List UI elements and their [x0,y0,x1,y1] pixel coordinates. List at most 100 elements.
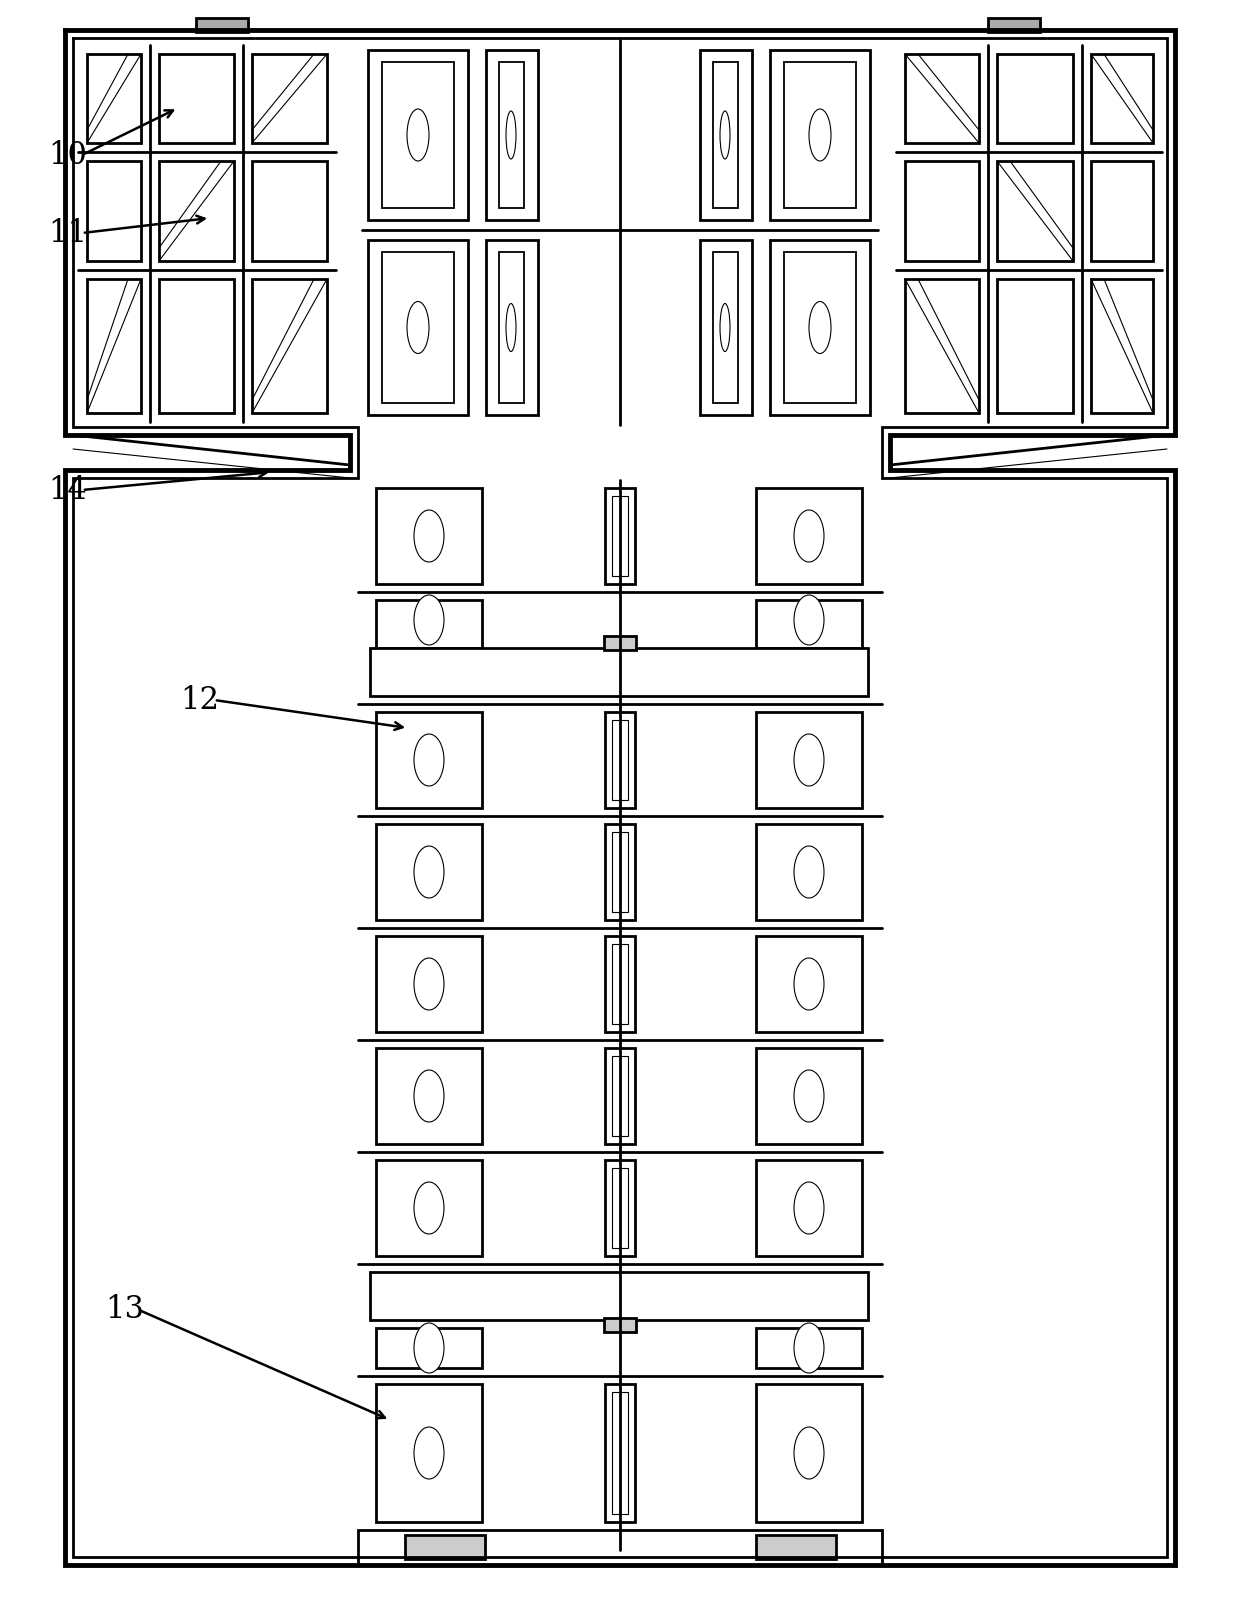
Bar [997,278,1073,413]
Bar [713,253,738,403]
Ellipse shape [506,112,516,159]
Bar [1091,53,1153,142]
Bar [756,1535,836,1559]
Bar [486,240,538,414]
Ellipse shape [414,733,444,785]
Bar [87,160,141,261]
Bar [196,18,248,32]
Bar [376,824,482,920]
Ellipse shape [414,958,444,1010]
Bar [756,1047,862,1145]
Text: 10: 10 [48,139,88,170]
Bar [368,240,467,414]
Ellipse shape [414,1182,444,1234]
Ellipse shape [808,108,831,160]
Bar [370,1273,868,1319]
Bar [376,601,482,648]
Bar [905,278,980,413]
Ellipse shape [794,733,825,785]
Bar [368,50,467,220]
Ellipse shape [794,1323,825,1373]
Bar [605,487,635,584]
Bar [756,601,862,648]
Bar [713,62,738,207]
Ellipse shape [506,303,516,351]
Ellipse shape [794,1182,825,1234]
Bar [376,712,482,808]
Ellipse shape [794,1426,825,1480]
Bar [905,160,980,261]
Bar [756,487,862,584]
Ellipse shape [407,108,429,160]
Bar [613,1056,627,1137]
Ellipse shape [414,510,444,562]
Bar [756,824,862,920]
Bar [770,50,870,220]
Bar [376,487,482,584]
Bar [358,1530,882,1566]
Bar [784,62,856,207]
Text: 14: 14 [48,474,87,505]
Ellipse shape [794,510,825,562]
Bar [252,160,327,261]
Bar [382,62,454,207]
Bar [613,720,627,800]
Bar [613,944,627,1023]
Ellipse shape [407,301,429,353]
Bar [756,936,862,1031]
Bar [756,1328,862,1368]
Bar [784,253,856,403]
Bar [252,53,327,142]
Ellipse shape [414,847,444,899]
Bar [604,636,636,649]
Bar [756,712,862,808]
Ellipse shape [794,847,825,899]
Bar [486,50,538,220]
Bar [770,240,870,414]
Bar [756,1384,862,1522]
Ellipse shape [720,112,730,159]
Bar [376,1384,482,1522]
Bar [605,824,635,920]
Bar [405,1535,485,1559]
Bar [498,62,525,207]
Ellipse shape [414,596,444,644]
Bar [1091,160,1153,261]
Text: 12: 12 [181,685,219,716]
Bar [376,1159,482,1256]
Text: 13: 13 [105,1295,145,1326]
Bar [613,495,627,576]
Bar [701,240,751,414]
Bar [87,53,141,142]
Bar [605,712,635,808]
Bar [701,50,751,220]
Bar [87,278,141,413]
Bar [376,936,482,1031]
Bar [498,253,525,403]
Ellipse shape [414,1323,444,1373]
Bar [370,648,868,696]
Bar [159,53,234,142]
Bar [605,1384,635,1522]
Bar [382,253,454,403]
Bar [988,18,1040,32]
Bar [997,160,1073,261]
Ellipse shape [794,596,825,644]
Bar [613,1392,627,1514]
Bar [905,53,980,142]
Bar [613,1167,627,1248]
Ellipse shape [720,303,730,351]
Bar [613,832,627,911]
Bar [997,53,1073,142]
Ellipse shape [414,1426,444,1480]
Text: 11: 11 [48,217,88,248]
Bar [756,1159,862,1256]
Bar [605,936,635,1031]
Bar [604,1318,636,1332]
Bar [159,278,234,413]
Ellipse shape [794,958,825,1010]
Ellipse shape [794,1070,825,1122]
Ellipse shape [808,301,831,353]
Bar [159,160,234,261]
Bar [605,1047,635,1145]
